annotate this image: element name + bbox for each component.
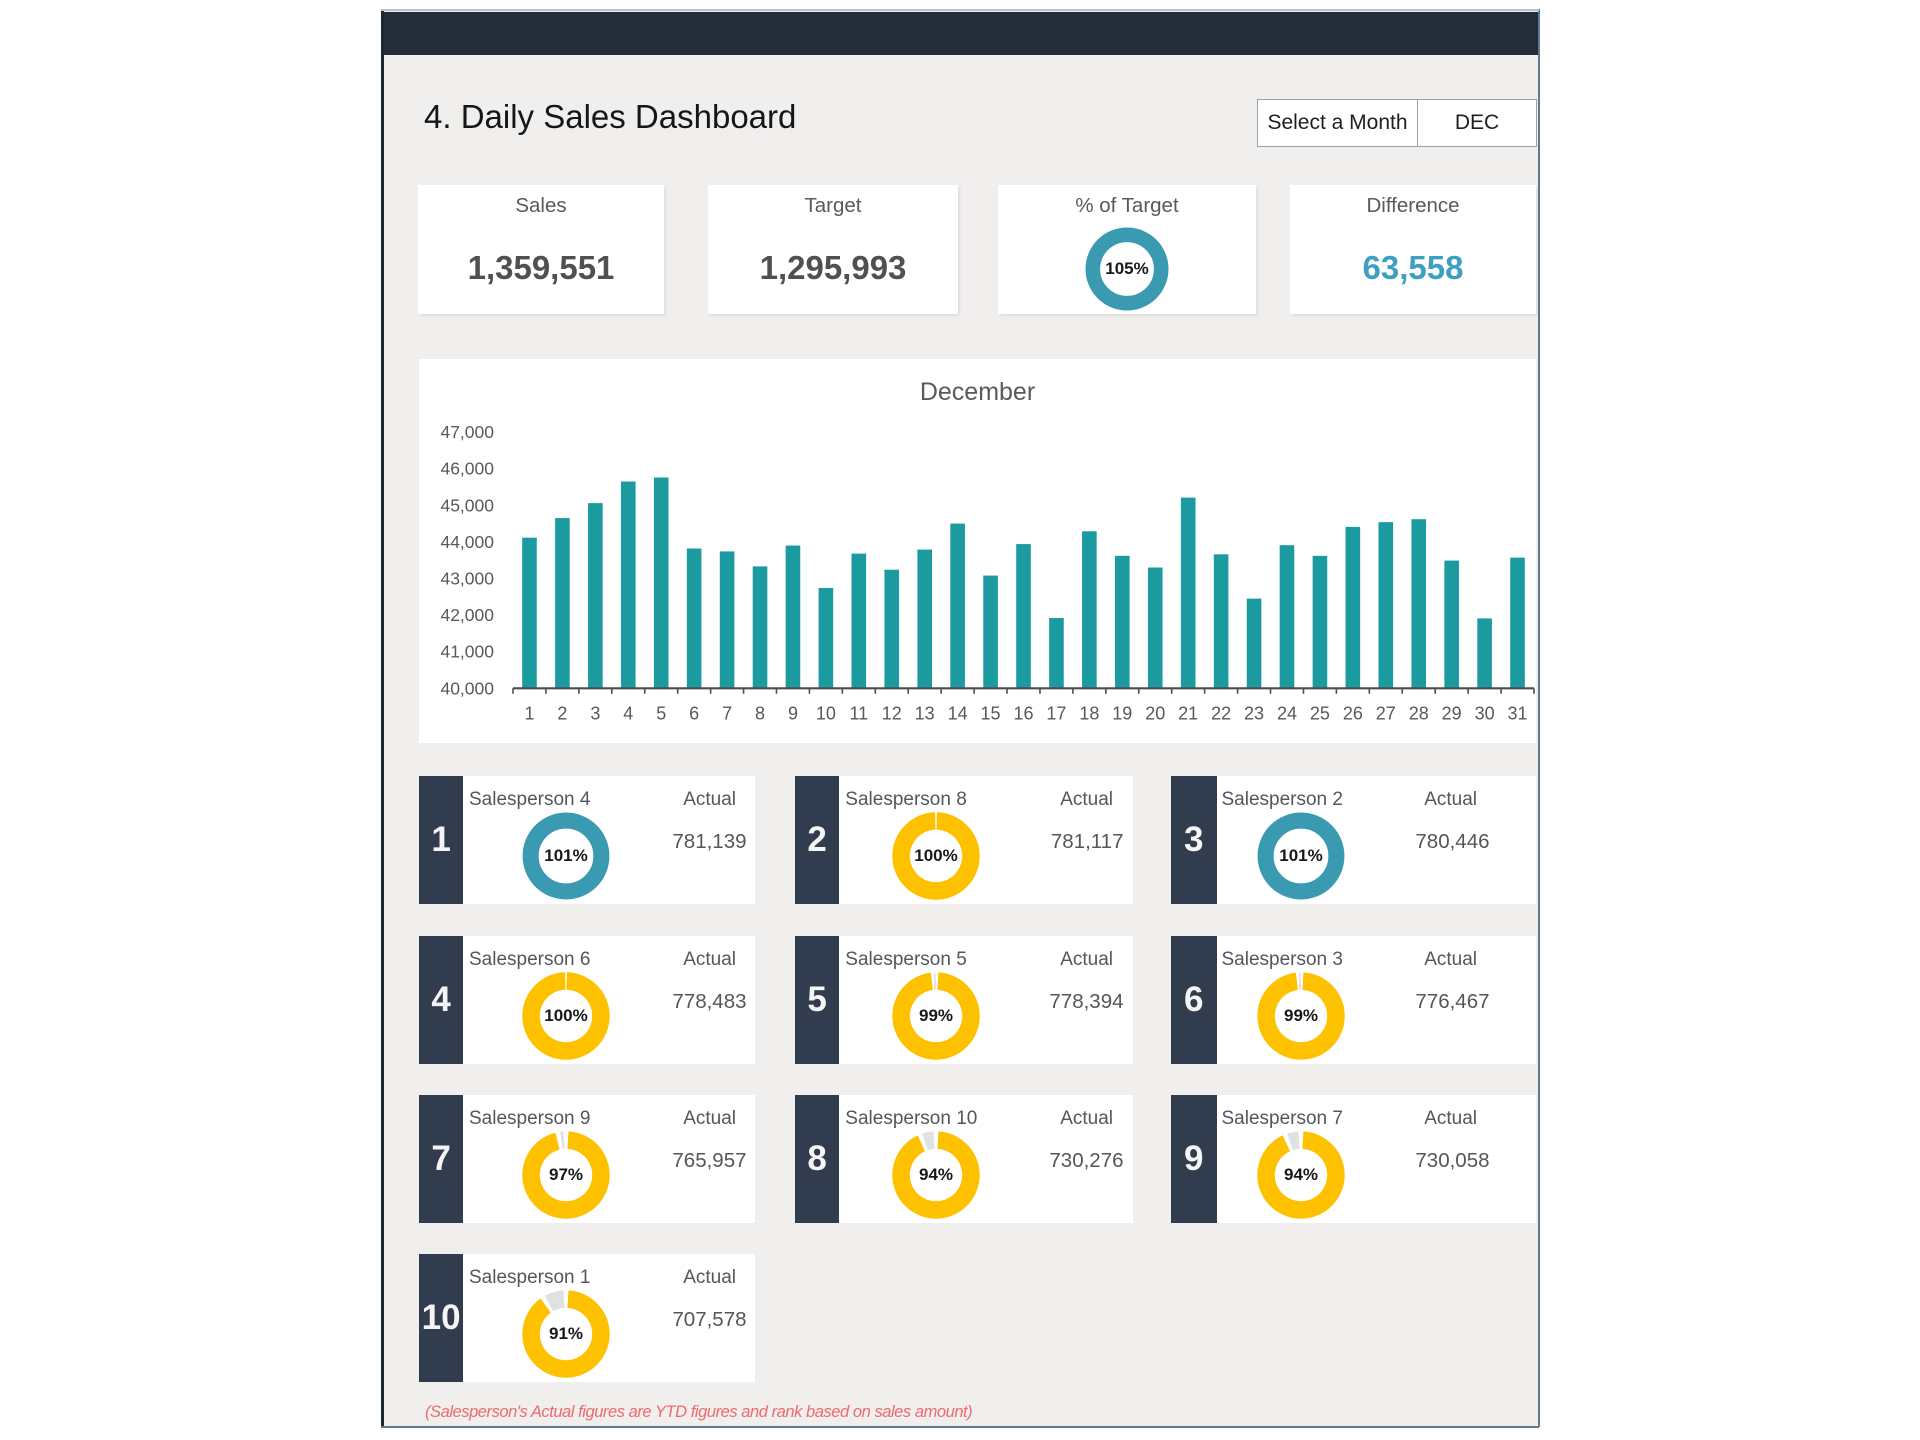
svg-text:22: 22 bbox=[1211, 703, 1231, 723]
svg-text:9: 9 bbox=[788, 703, 798, 723]
svg-text:20: 20 bbox=[1145, 703, 1165, 723]
svg-text:1: 1 bbox=[524, 703, 534, 723]
svg-text:27: 27 bbox=[1376, 703, 1396, 723]
svg-text:12: 12 bbox=[882, 703, 902, 723]
svg-text:26: 26 bbox=[1343, 703, 1363, 723]
svg-text:14: 14 bbox=[948, 703, 968, 723]
svg-text:40,000: 40,000 bbox=[440, 678, 494, 698]
svg-text:2: 2 bbox=[557, 703, 567, 723]
svg-text:17: 17 bbox=[1046, 703, 1066, 723]
svg-text:5: 5 bbox=[656, 703, 666, 723]
svg-text:8: 8 bbox=[755, 703, 765, 723]
svg-text:42,000: 42,000 bbox=[440, 605, 494, 625]
svg-text:10: 10 bbox=[816, 703, 836, 723]
svg-text:29: 29 bbox=[1442, 703, 1462, 723]
svg-text:21: 21 bbox=[1178, 703, 1198, 723]
svg-text:46,000: 46,000 bbox=[440, 459, 494, 479]
svg-text:43,000: 43,000 bbox=[440, 569, 494, 589]
svg-text:31: 31 bbox=[1508, 703, 1528, 723]
svg-text:41,000: 41,000 bbox=[440, 642, 494, 662]
svg-text:25: 25 bbox=[1310, 703, 1330, 723]
svg-text:7: 7 bbox=[722, 703, 732, 723]
svg-text:23: 23 bbox=[1244, 703, 1264, 723]
svg-text:19: 19 bbox=[1112, 703, 1132, 723]
svg-text:18: 18 bbox=[1079, 703, 1099, 723]
svg-text:44,000: 44,000 bbox=[440, 532, 494, 552]
svg-text:15: 15 bbox=[981, 703, 1001, 723]
svg-text:24: 24 bbox=[1277, 703, 1297, 723]
svg-text:3: 3 bbox=[590, 703, 600, 723]
svg-text:4: 4 bbox=[623, 703, 633, 723]
svg-text:47,000: 47,000 bbox=[440, 422, 494, 442]
svg-text:45,000: 45,000 bbox=[440, 495, 494, 515]
svg-text:16: 16 bbox=[1013, 703, 1033, 723]
svg-text:28: 28 bbox=[1409, 703, 1429, 723]
svg-text:11: 11 bbox=[849, 703, 868, 723]
svg-text:30: 30 bbox=[1475, 703, 1495, 723]
svg-text:13: 13 bbox=[915, 703, 935, 723]
svg-text:6: 6 bbox=[689, 703, 699, 723]
